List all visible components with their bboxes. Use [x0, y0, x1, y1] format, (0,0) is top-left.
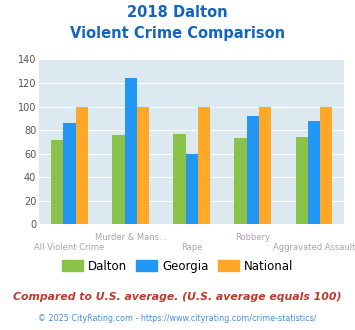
- Bar: [173, 134, 186, 224]
- Bar: [51, 140, 64, 224]
- Bar: [259, 107, 271, 224]
- Text: All Violent Crime: All Violent Crime: [34, 243, 105, 251]
- Bar: [308, 121, 320, 224]
- Bar: [76, 107, 88, 224]
- Bar: [137, 107, 149, 224]
- Text: Violent Crime Comparison: Violent Crime Comparison: [70, 26, 285, 41]
- Text: Murder & Mans...: Murder & Mans...: [95, 233, 166, 242]
- Bar: [125, 78, 137, 224]
- Bar: [198, 107, 210, 224]
- Bar: [112, 135, 125, 224]
- Text: Robbery: Robbery: [235, 233, 270, 242]
- Bar: [186, 154, 198, 224]
- Bar: [64, 123, 76, 224]
- Text: Compared to U.S. average. (U.S. average equals 100): Compared to U.S. average. (U.S. average …: [13, 292, 342, 302]
- Text: Aggravated Assault: Aggravated Assault: [273, 243, 355, 251]
- Bar: [295, 137, 308, 224]
- Text: © 2025 CityRating.com - https://www.cityrating.com/crime-statistics/: © 2025 CityRating.com - https://www.city…: [38, 314, 317, 323]
- Text: Rape: Rape: [181, 243, 202, 251]
- Text: 2018 Dalton: 2018 Dalton: [127, 5, 228, 20]
- Bar: [234, 138, 247, 224]
- Bar: [247, 116, 259, 224]
- Bar: [320, 107, 332, 224]
- Legend: Dalton, Georgia, National: Dalton, Georgia, National: [57, 255, 298, 278]
